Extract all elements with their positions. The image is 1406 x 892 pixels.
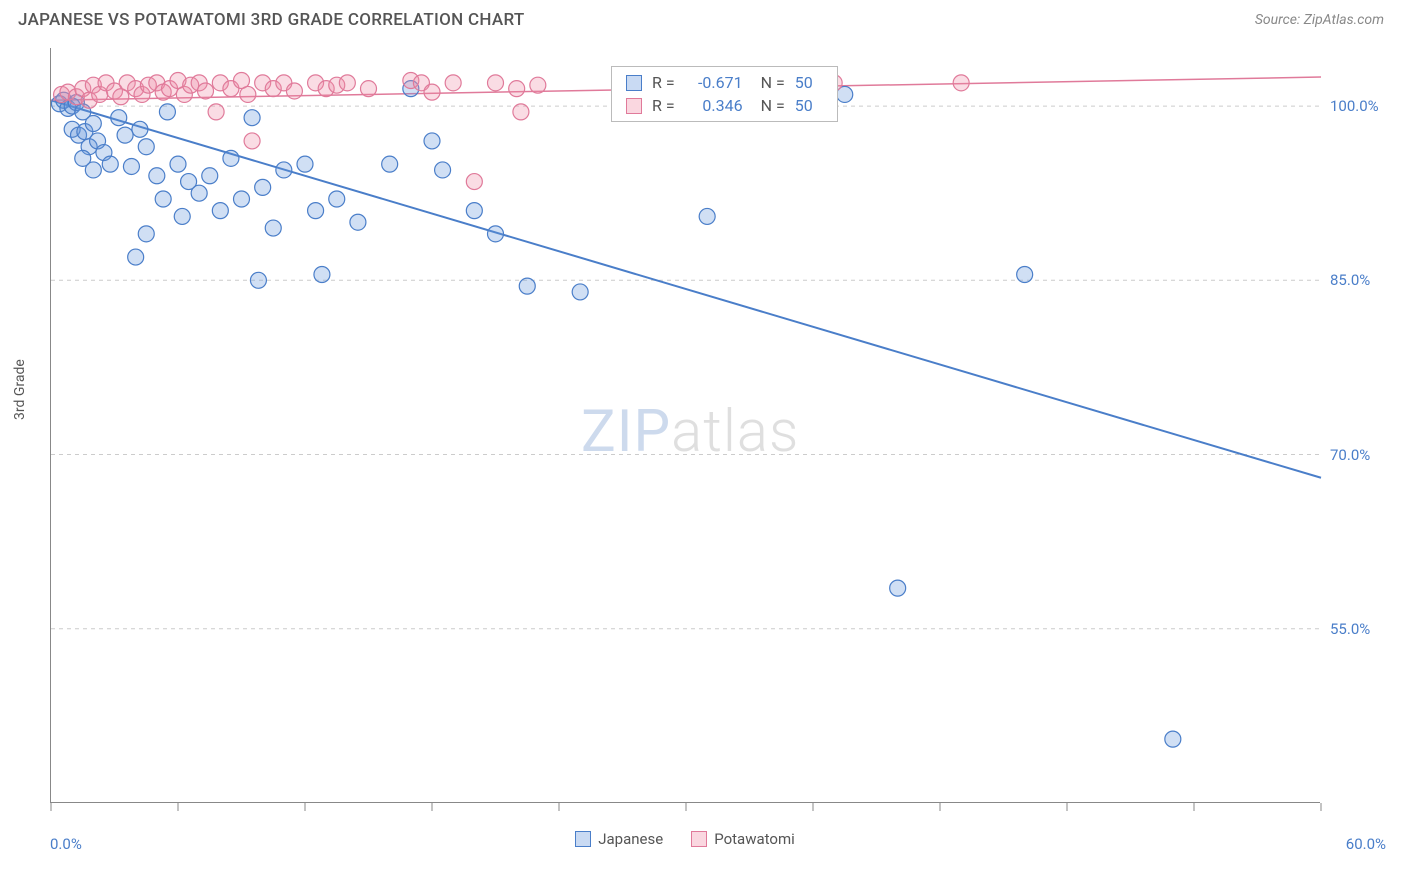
r-value: -0.671	[685, 73, 743, 92]
n-label: N =	[761, 96, 785, 115]
scatter-plot-svg	[51, 48, 1321, 803]
legend-label: Potawatomi	[714, 830, 795, 848]
r-label: R =	[652, 73, 675, 92]
legend-swatch-icon	[575, 831, 591, 847]
legend-label: Japanese	[598, 830, 663, 848]
plot-area: ZIPatlas R =-0.671N =50R =0.346N =50	[50, 48, 1320, 803]
chart-title: JAPANESE VS POTAWATOMI 3RD GRADE CORRELA…	[18, 10, 525, 30]
y-tick-label: 70.0%	[1330, 446, 1370, 464]
y-tick-label: 85.0%	[1330, 271, 1370, 289]
n-value: 50	[795, 73, 823, 92]
series-legend: Japanese Potawatomi	[50, 830, 1320, 848]
y-axis-label: 3rd Grade	[12, 359, 28, 420]
chart-container: ZIPatlas R =-0.671N =50R =0.346N =50 0.0…	[50, 48, 1386, 833]
y-tick-label: 100.0%	[1330, 97, 1379, 115]
chart-header: JAPANESE VS POTAWATOMI 3RD GRADE CORRELA…	[0, 0, 1406, 36]
y-tick-label: 55.0%	[1330, 620, 1370, 638]
source-attribution: Source: ZipAtlas.com	[1255, 12, 1384, 28]
r-label: R =	[652, 96, 675, 115]
correlation-stats-box: R = -0.671 N = 50 R = 0.346 N = 50	[611, 66, 838, 122]
stats-row: R = -0.671 N = 50	[612, 71, 837, 94]
legend-swatch-icon	[691, 831, 707, 847]
n-value: 50	[795, 96, 823, 115]
n-label: N =	[761, 73, 785, 92]
legend-item: Japanese	[575, 830, 663, 848]
r-value: 0.346	[685, 96, 743, 115]
stats-row: R = 0.346 N = 50	[612, 94, 837, 117]
legend-swatch-icon	[626, 75, 642, 91]
legend-item: Potawatomi	[691, 830, 795, 848]
x-axis-max-label: 60.0%	[1346, 835, 1386, 853]
legend-swatch-icon	[626, 98, 642, 114]
